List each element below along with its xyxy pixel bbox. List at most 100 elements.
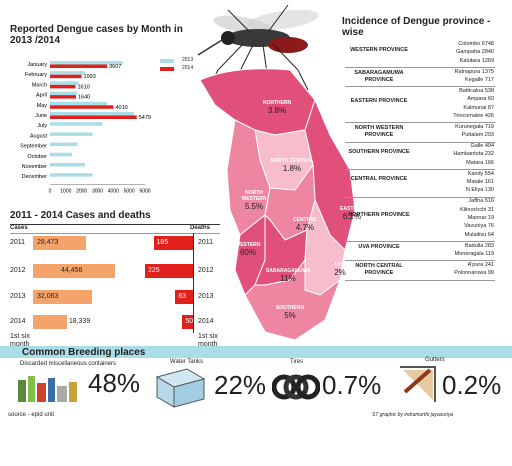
district-row: Moneragala 119	[454, 251, 494, 257]
deaths-bar	[175, 290, 193, 304]
province-label: NORTH WESTERN PROVINCE	[354, 125, 404, 138]
district-row: Trincomalee 426	[453, 113, 494, 119]
district-row: Matara 166	[466, 159, 494, 166]
bar-2014-value: 4010	[115, 105, 127, 111]
deaths-value: 50	[185, 318, 194, 325]
bar-2014-value: 1640	[78, 95, 90, 101]
month-label: May	[37, 103, 48, 109]
district-row: Matale 161	[466, 179, 494, 185]
cases-deaths-chart: 2011 28,473 185 2011 2012 44,456 225 2012 2013 32…	[0, 0, 230, 466]
monthly-chart: January 3607 February 1993 March 1610 April 164…	[20, 61, 151, 194]
province-label: SABARAGAMUWA PROVINCE	[354, 70, 404, 83]
cd-year-left: 2014	[10, 318, 26, 325]
district-row: Gampaha 2840	[456, 49, 494, 56]
bar-2014	[50, 84, 76, 89]
x-tick-label: 5000	[124, 188, 135, 194]
bar-2014	[50, 105, 114, 109]
district-row: Badulla 283	[464, 242, 494, 249]
legend-swatch-2013	[160, 59, 174, 63]
cases-bar	[33, 290, 93, 304]
bar-2014	[50, 115, 137, 119]
province-label: WESTERN PROVINCE	[350, 46, 408, 53]
x-tick-label: 4000	[108, 188, 119, 194]
water-tank-illustration	[155, 368, 206, 408]
monthly-legend: 2013 2014	[160, 57, 210, 73]
deaths-bar	[182, 315, 193, 329]
legend-label-2013: 2013	[182, 57, 194, 63]
province-label: UVA PROVINCE	[358, 244, 400, 250]
x-tick-label: 1000	[60, 188, 71, 194]
cases-value: 28,473	[37, 239, 59, 246]
province-separator	[345, 169, 495, 171]
province-separator	[345, 279, 495, 281]
breeding-pct-containers: 48%	[88, 368, 141, 398]
breeding-pct-water-tanks: 22%	[214, 370, 267, 400]
month-label: February	[25, 72, 47, 78]
month-label: June	[35, 113, 47, 119]
bar-2013	[50, 112, 134, 116]
cases-value: 44,456	[61, 267, 83, 274]
district-row: Mulaitivu 64	[464, 231, 494, 238]
province-label: SOUTHERN PROVINCE	[348, 148, 410, 155]
containers-illustration	[18, 376, 77, 402]
deaths-header: Deaths	[190, 225, 211, 231]
six-month-note-right: 1st six month	[198, 333, 218, 348]
province-separator	[345, 241, 495, 243]
deaths-value: 225	[148, 267, 160, 274]
province-label: NORTHERN PROVINCE	[348, 212, 410, 219]
mosquito-illustration	[197, 4, 319, 95]
cd-year-left: 2013	[10, 293, 26, 300]
legend-label-2014: 2014	[182, 65, 194, 71]
breeding-label-water-tanks: Water Tanks	[170, 359, 204, 365]
cd-year-left: 2011	[10, 239, 26, 246]
breeding-label-gutters: Gutters	[425, 357, 445, 363]
cases-header-divider	[10, 233, 220, 234]
province-separator	[345, 260, 495, 262]
cases-bar	[33, 264, 115, 278]
province-separator	[345, 141, 495, 143]
x-tick-label: 3000	[92, 188, 103, 194]
bar-2013	[50, 152, 73, 157]
deaths-bar	[145, 264, 193, 278]
graphic-credit: ST graphic by indramurthi jayasuriya	[372, 412, 454, 418]
bar-2013	[50, 61, 123, 65]
province-label: EASTERN PROVINCE	[350, 97, 408, 104]
province-separator	[345, 67, 495, 69]
district-row: Vavuniya 76	[464, 223, 494, 230]
district-row: Kalmunai 87	[463, 104, 494, 111]
x-tick-label: 0	[49, 188, 52, 194]
district-row: N Eliya 130	[465, 187, 494, 194]
district-row: Batticaloa 538	[459, 87, 494, 94]
district-row: Kilinochchi 31	[460, 206, 494, 213]
deaths-axis	[193, 233, 194, 333]
breeding-pct-tires: 0.7%	[322, 370, 382, 400]
bar-2014-value: 1610	[77, 84, 89, 90]
cd-year-right: 2013	[198, 293, 214, 300]
six-month-note-left: 1st six month	[10, 333, 30, 348]
breeding-pct-gutters: 0.2%	[442, 370, 502, 400]
bar-2013	[50, 91, 77, 96]
breeding-label-containers: Discarded miscellaneous containers	[20, 361, 117, 367]
cd-year-right: 2012	[198, 267, 214, 274]
bar-2013	[50, 163, 85, 167]
district-row: Kurunegala 719	[455, 123, 494, 130]
bar-2013	[50, 122, 103, 126]
cases-value: 32,063	[37, 293, 59, 300]
district-row: Hambantota 232	[453, 151, 494, 158]
bar-2013	[50, 101, 107, 106]
bar-2013	[50, 81, 79, 85]
bar-2013	[50, 132, 93, 136]
deaths-value: 83	[178, 293, 187, 300]
province-separator	[345, 86, 495, 88]
district-row: Mannar 19	[467, 215, 494, 221]
cd-year-left: 2012	[10, 267, 26, 274]
x-tick-label: 2000	[76, 188, 87, 194]
bar-2013	[50, 71, 85, 75]
district-row: Kandy 554	[467, 170, 494, 177]
bar-2014-value: 1993	[84, 74, 96, 80]
source-note: source - epid unit	[8, 412, 55, 418]
breeding-label-tires: Tires	[290, 359, 304, 365]
province-label: CENTRAL PROVINCE	[350, 176, 408, 183]
month-label: January	[27, 62, 47, 68]
